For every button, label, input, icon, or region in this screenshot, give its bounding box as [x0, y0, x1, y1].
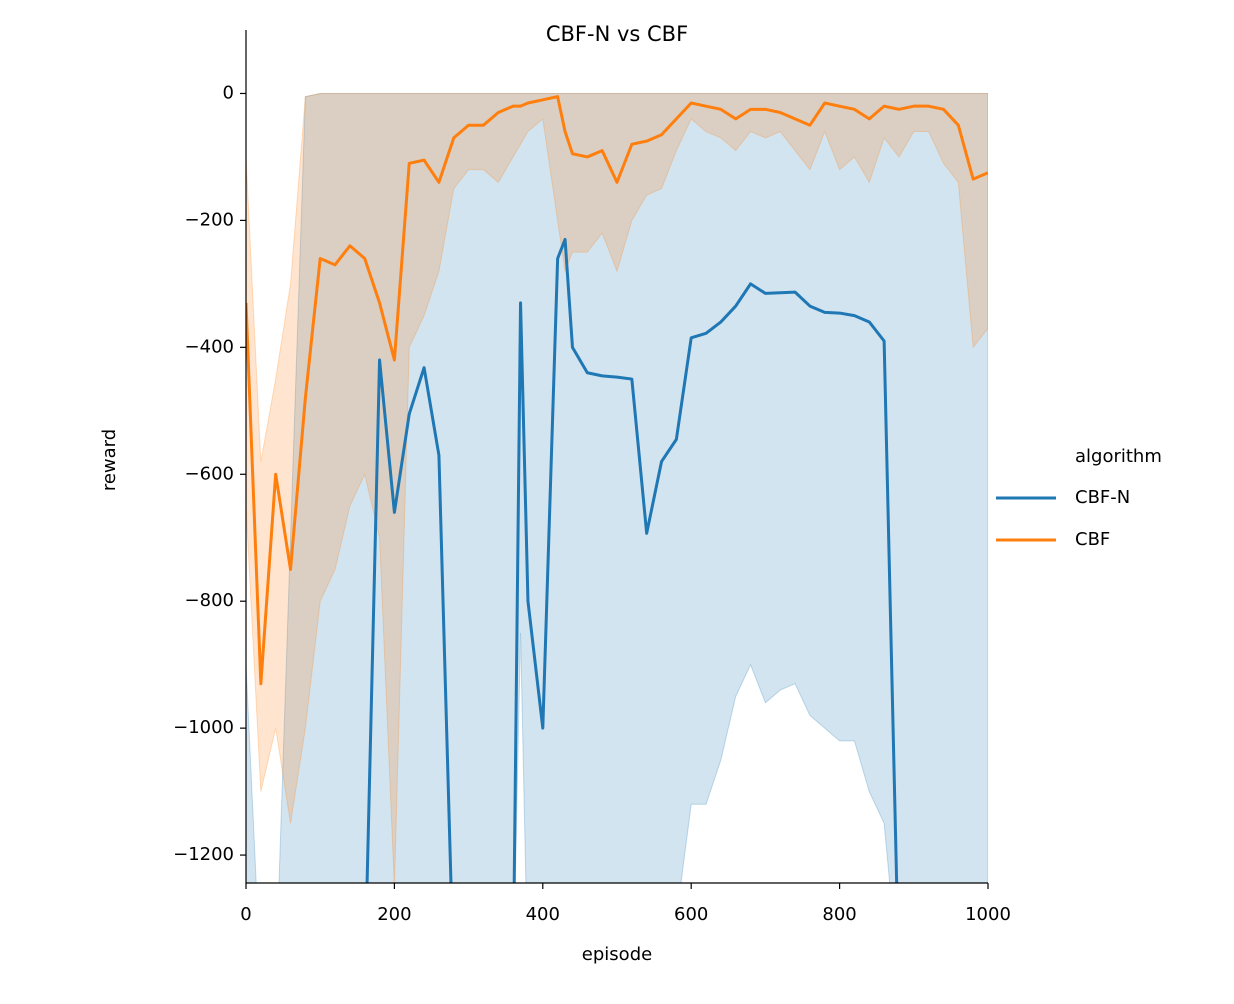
legend-label: CBF-N: [1075, 487, 1130, 508]
x-tick-label: 600: [674, 904, 708, 925]
y-tick-label: −800: [185, 590, 234, 611]
y-tick-label: −400: [185, 336, 234, 357]
legend-title: algorithm: [1075, 446, 1162, 467]
x-tick-label: 200: [377, 904, 411, 925]
line: [246, 95, 988, 686]
bands: [246, 92, 988, 883]
confidence-band: [246, 92, 988, 883]
chart-title: CBF-N vs CBF: [546, 22, 688, 46]
y-axis-label: reward: [99, 429, 120, 491]
x-tick-label: 0: [240, 904, 251, 925]
line: [365, 237, 899, 883]
y-tick-label: −600: [185, 463, 234, 484]
lines: [246, 95, 988, 883]
confidence-band: [246, 92, 988, 883]
x-axis-label: episode: [582, 944, 652, 965]
legend-label: CBF: [1075, 529, 1110, 550]
x-tick-label: 400: [526, 904, 560, 925]
y-tick-label: −1200: [173, 844, 234, 865]
y-tick-label: −200: [185, 209, 234, 230]
x-tick-label: 800: [822, 904, 856, 925]
y-tick-label: 0: [223, 82, 234, 103]
y-tick-label: −1000: [173, 717, 234, 738]
x-tick-label: 1000: [965, 904, 1011, 925]
